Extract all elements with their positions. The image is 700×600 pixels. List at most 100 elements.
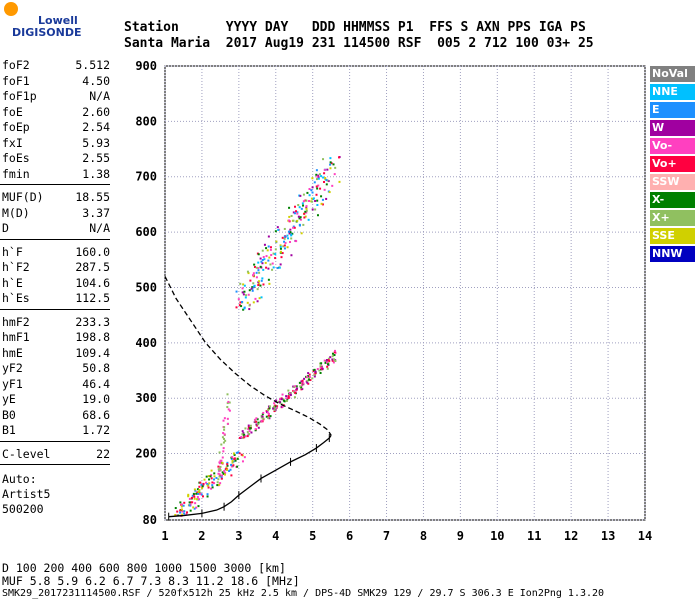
legend-item-nnw: NNW: [650, 246, 695, 262]
echo-point: [315, 185, 318, 188]
echo-point: [308, 200, 311, 203]
echo-point: [257, 267, 260, 270]
echo-point: [287, 395, 290, 398]
echo-point: [285, 395, 288, 398]
echo-point: [262, 268, 265, 271]
echo-point: [311, 200, 314, 203]
echo-point: [223, 417, 226, 420]
echo-point: [295, 210, 298, 213]
echo-point: [302, 223, 305, 226]
param-row: M(D) 3.37: [2, 206, 110, 221]
echo-point: [226, 393, 229, 396]
echo-point: [255, 417, 258, 420]
echo-point: [242, 283, 245, 286]
echo-point: [259, 284, 262, 287]
echo-point: [267, 412, 270, 415]
param-value: 5.512: [75, 58, 110, 72]
echo-point: [319, 187, 322, 190]
echo-point: [302, 204, 305, 207]
echo-point: [243, 436, 246, 439]
param-value: 160.0: [75, 244, 110, 259]
echo-point: [277, 228, 280, 231]
echo-point: [305, 205, 308, 208]
echo-point: [221, 471, 224, 474]
echo-point: [191, 494, 194, 497]
echo-point: [239, 301, 242, 304]
echo-point: [263, 243, 266, 246]
echo-point: [258, 297, 261, 300]
echo-point: [217, 478, 220, 481]
echo-point: [267, 235, 270, 238]
param-key: fxI: [2, 135, 23, 150]
echo-point: [280, 398, 283, 401]
echo-point: [237, 298, 240, 301]
echo-point: [311, 377, 314, 380]
echo-point: [260, 419, 263, 422]
param-value: 233.3: [75, 314, 110, 329]
echo-point: [326, 179, 329, 182]
echo-point: [247, 293, 250, 296]
legend-item-vo: Vo+: [650, 156, 695, 172]
echo-point: [279, 398, 282, 401]
echo-point: [244, 296, 247, 299]
y-tick-label: 80: [143, 513, 157, 527]
echo-point: [220, 475, 223, 478]
echo-point: [282, 398, 285, 401]
echo-point: [198, 485, 201, 488]
echo-point: [305, 207, 308, 210]
echo-point: [307, 377, 310, 380]
param-key: foEp: [2, 120, 30, 134]
echo-point: [325, 183, 328, 186]
echo-point: [234, 459, 237, 462]
echo-point: [283, 244, 286, 247]
echo-point: [243, 456, 246, 459]
echo-point: [276, 226, 279, 229]
echo-point: [323, 359, 326, 362]
echo-point: [241, 300, 244, 303]
echo-point: [283, 235, 286, 238]
echo-point: [207, 486, 210, 489]
echo-point: [324, 177, 327, 180]
echo-point: [238, 304, 241, 307]
param-key: B1: [2, 423, 16, 437]
echo-point: [338, 180, 341, 183]
echo-point: [222, 441, 225, 444]
echo-point: [292, 219, 295, 222]
echo-point: [222, 447, 225, 450]
param-key: foE: [2, 104, 23, 119]
echo-point: [316, 175, 319, 178]
echo-point: [316, 204, 319, 207]
echo-point: [230, 465, 233, 468]
echo-point: [298, 194, 301, 197]
echo-point: [218, 461, 221, 464]
echo-point: [251, 286, 254, 289]
echo-point: [248, 304, 251, 307]
echo-point: [322, 176, 325, 179]
echo-point: [188, 501, 191, 504]
echo-point: [281, 393, 284, 396]
echo-point: [328, 191, 331, 194]
echo-point: [331, 359, 334, 362]
echo-point: [252, 272, 255, 275]
legend-item-x: X+: [650, 210, 695, 226]
echo-point: [323, 188, 326, 191]
echo-point: [295, 385, 298, 388]
echo-point: [321, 203, 324, 206]
x-tick-label: 1: [161, 529, 168, 543]
echo-point: [305, 199, 308, 202]
echo-point: [286, 234, 289, 237]
auto-scaling-text: Artist5: [2, 487, 51, 501]
echo-point: [205, 481, 208, 484]
echo-point: [261, 249, 264, 252]
param-value: 50.8: [82, 361, 110, 375]
echo-point: [226, 468, 229, 471]
echo-point: [289, 231, 292, 234]
echo-point: [235, 290, 238, 293]
param-row: h`F2 287.5: [2, 260, 110, 275]
echo-point: [314, 208, 317, 211]
echo-point: [227, 408, 230, 411]
echo-point: [319, 365, 322, 368]
param-key: fmin: [2, 166, 30, 181]
echo-point: [241, 433, 244, 436]
echo-point: [228, 409, 231, 412]
